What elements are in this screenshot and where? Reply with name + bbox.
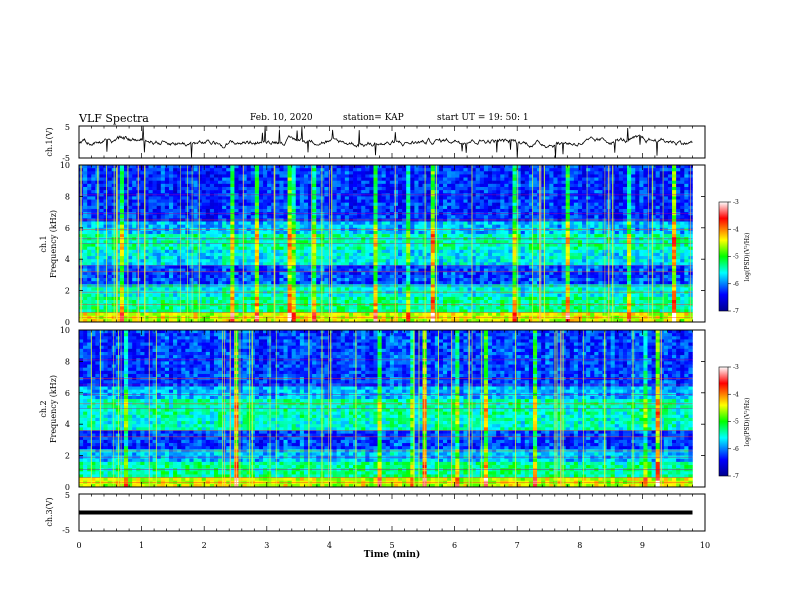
xtick-label: 10	[700, 541, 710, 550]
ch3-waveform-panel: 5 -5 ch.3(V)	[45, 491, 706, 535]
colorbar-tick-label: -3	[733, 364, 739, 371]
ch1-ytick-bottom: -5	[62, 154, 70, 163]
xtick-label: 5	[389, 541, 394, 550]
ch2-spec-ylabel-line1: ch.2	[39, 400, 48, 417]
ytick-label: 8	[65, 357, 70, 366]
x-tick-labels: 0 1 2 3 4 5 6 7 8 9 10	[76, 541, 710, 550]
ch2-colorbar: -3 -4 -5 -6 -7 log(PSD)(V²/Hz)	[718, 364, 751, 480]
ytick-label: 2	[65, 287, 70, 296]
ch1-waveform-panel: 5 -5 ch.1(V)	[45, 123, 706, 163]
ch3-ylabel: ch.3(V)	[45, 497, 54, 526]
x-axis-label: Time (min)	[364, 549, 421, 560]
colorbar-tick-label: -6	[733, 446, 739, 453]
colorbar-tick-label: -4	[733, 226, 739, 233]
ch2-spec-ylabel-line2: Frequency (kHz)	[49, 375, 58, 443]
colorbar-tick-label: -7	[733, 308, 739, 315]
xtick-label: 6	[452, 541, 457, 550]
xtick-label: 4	[327, 541, 332, 550]
ch3-ytick-bottom: -5	[62, 526, 70, 535]
station-label: station= KAP	[343, 113, 404, 123]
ytick-label: 2	[65, 452, 70, 461]
ch1-spectrogram-image	[79, 165, 693, 323]
xtick-label: 3	[264, 541, 269, 550]
colorbar-tick-label: -5	[733, 254, 739, 261]
xtick-label: 7	[515, 541, 520, 550]
xtick-label: 8	[577, 541, 582, 550]
xtick-label: 9	[640, 541, 645, 550]
ytick-label: 6	[65, 224, 70, 233]
ch2-spectrogram-image	[79, 330, 693, 488]
x-tick-marks	[78, 126, 706, 531]
ch1-spec-ylabel-line1: ch.1	[39, 235, 48, 252]
ytick-label: 6	[65, 389, 70, 398]
ytick-label: 8	[65, 192, 70, 201]
ytick-label: 10	[60, 326, 70, 335]
ch3-ytick-top: 5	[65, 491, 70, 500]
colorbar-tick-label: -6	[733, 281, 739, 288]
ch1-ytick-top: 5	[65, 123, 70, 132]
colorbar-tick-label: -3	[733, 199, 739, 206]
ch1-ylabel: ch.1(V)	[45, 127, 54, 156]
ch1-colorbar: -3 -4 -5 -6 -7 log(PSD)(V²/Hz)	[718, 199, 751, 315]
ytick-label: 4	[65, 420, 70, 429]
date-label: Feb. 10, 2020	[250, 113, 313, 123]
start-time-label: start UT = 19: 50: 1	[437, 113, 529, 123]
ytick-label: 0	[65, 483, 70, 492]
xtick-label: 0	[76, 541, 81, 550]
xtick-label: 1	[139, 541, 144, 550]
xtick-label: 2	[202, 541, 207, 550]
ytick-label: 4	[65, 255, 70, 264]
ch1-spectrogram-panel: 0 2 4 6 8 10 ch.1 Frequency (kHz)	[39, 161, 706, 327]
ch1-colorbar-label: log(PSD)(V²/Hz)	[744, 233, 751, 282]
ytick-label: 10	[60, 161, 70, 170]
colorbar-tick-label: -7	[733, 473, 739, 480]
ch1-spec-ylabel-line2: Frequency (kHz)	[49, 210, 58, 278]
colorbar-tick-label: -5	[733, 419, 739, 426]
ch2-spectrogram-panel: 0 2 4 6 8 10 ch.2 Frequency (kHz)	[39, 326, 706, 492]
ch2-colorbar-label: log(PSD)(V²/Hz)	[744, 398, 751, 447]
ch1-trace	[78, 125, 693, 159]
ytick-label: 0	[65, 318, 70, 327]
plot-title: VLF Spectra	[79, 112, 149, 125]
colorbar-tick-label: -4	[733, 391, 739, 398]
